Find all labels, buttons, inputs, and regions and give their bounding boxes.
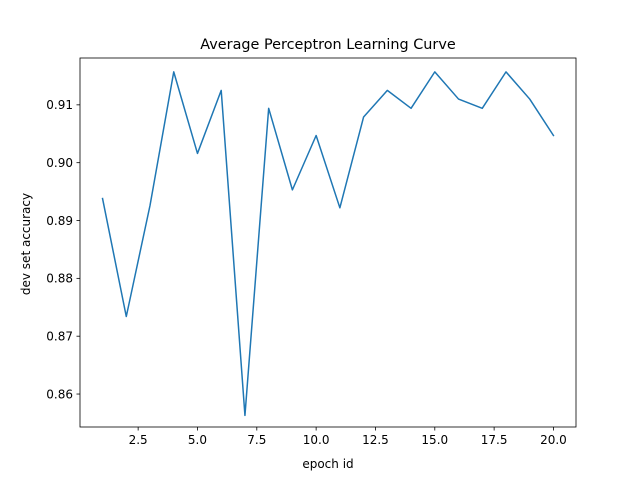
x-tick-label: 15.0 [421, 433, 448, 447]
y-tick-label: 0.87 [46, 329, 73, 343]
y-tick-label: 0.90 [46, 156, 73, 170]
x-tick-label: 2.5 [129, 433, 148, 447]
x-tick-label: 5.0 [188, 433, 207, 447]
x-tick-label: 10.0 [303, 433, 330, 447]
y-tick-label: 0.91 [46, 98, 73, 112]
y-axis-label: dev set accuracy [19, 193, 33, 295]
x-tick-label: 20.0 [540, 433, 567, 447]
x-tick-label: 17.5 [481, 433, 508, 447]
chart-title: Average Perceptron Learning Curve [200, 37, 456, 53]
x-axis-label: epoch id [302, 457, 353, 471]
x-tick-label: 12.5 [362, 433, 389, 447]
y-tick-label: 0.86 [46, 387, 73, 401]
y-tick-label: 0.89 [46, 214, 73, 228]
y-tick-label: 0.88 [46, 272, 73, 286]
x-tick-label: 7.5 [247, 433, 266, 447]
